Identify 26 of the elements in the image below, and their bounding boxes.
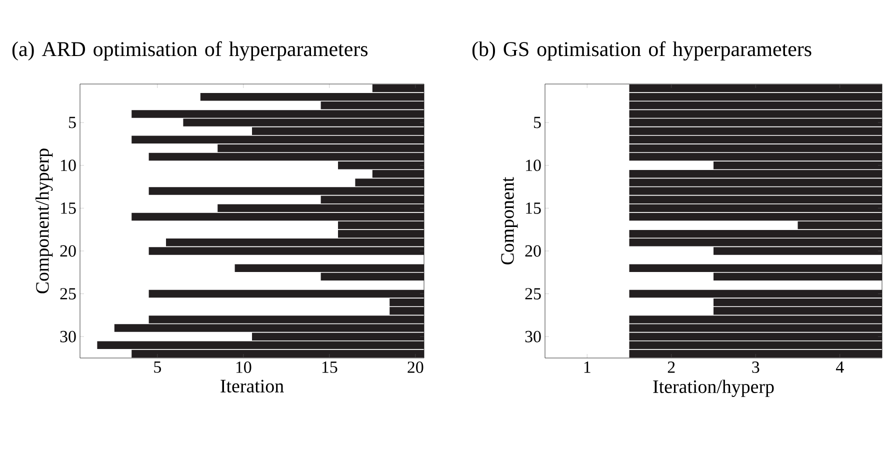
x-tick-label: 2 [668, 362, 675, 373]
x-tick-label: 20 [408, 362, 424, 373]
y-tick-label: 20 [60, 245, 76, 257]
x-tick-label: 4 [836, 362, 844, 373]
x-tick-label: 3 [752, 362, 760, 373]
y-tick-label: 10 [61, 160, 76, 172]
y-tick-label: 15 [61, 202, 76, 214]
x-tick-label: 15 [322, 362, 338, 373]
chart-title: (a) ARD optimisation of hyperparameters [12, 41, 368, 61]
x-tick-label: 5 [154, 362, 161, 373]
y-axis-title: Component [501, 176, 518, 264]
chart-title: (b) GS optimisation of hyperparameters [472, 41, 812, 61]
y-tick-label: 25 [525, 288, 541, 300]
y-tick-label: 20 [525, 245, 541, 257]
y-tick-label: 5 [68, 116, 76, 128]
y-tick-label: 15 [526, 202, 541, 214]
y-tick-label: 30 [525, 330, 541, 342]
x-tick-label: 1 [584, 362, 590, 373]
y-axis-title: Component/hyperp [35, 148, 53, 294]
x-axis-title: Iteration/hyperp [653, 380, 774, 397]
y-tick-label: 10 [526, 160, 541, 172]
x-tick-label: 10 [236, 362, 252, 373]
y-tick-label: 5 [534, 116, 541, 128]
y-tick-label: 25 [60, 288, 76, 300]
x-axis-title: Iteration [220, 380, 284, 393]
y-tick-label: 30 [60, 330, 76, 342]
